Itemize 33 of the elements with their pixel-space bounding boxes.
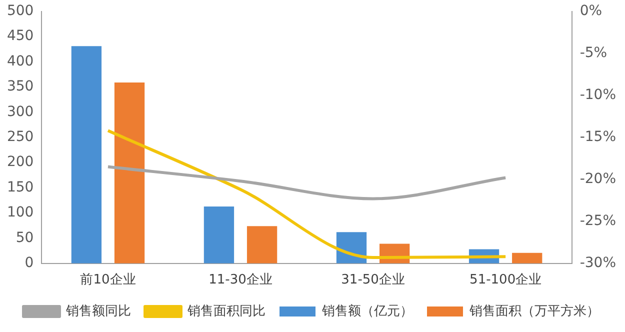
y-tick-label: 350 xyxy=(6,78,34,95)
y2-tick-label: -5% xyxy=(580,45,608,62)
x-tick-label: 前10企业 xyxy=(80,272,136,288)
legend-label: 销售面积（万平方米） xyxy=(468,302,600,319)
legend-label: 销售面积同比 xyxy=(186,304,266,319)
y-tick-label: 50 xyxy=(16,230,34,246)
y2-tick-label: -20% xyxy=(580,171,616,188)
y-tick-label: 0 xyxy=(24,255,34,272)
y2-tick-label: -15% xyxy=(580,129,616,146)
y2-tick-label: -30% xyxy=(580,255,616,272)
x-tick-label: 11-30企业 xyxy=(208,272,272,288)
legend-label: 销售额同比 xyxy=(65,304,131,319)
x-tick-label: 31-50企业 xyxy=(341,272,405,288)
y2-tick-label: 0% xyxy=(580,3,602,20)
y-tick-label: 250 xyxy=(6,129,34,146)
y2-tick-label: -25% xyxy=(580,213,616,230)
line-series xyxy=(106,165,508,200)
y-tick-label: 400 xyxy=(6,53,34,70)
bar xyxy=(71,46,102,264)
bar xyxy=(512,252,542,264)
bar xyxy=(204,206,234,264)
y-tick-label: 450 xyxy=(6,28,34,44)
y-tick-label: 100 xyxy=(6,204,34,221)
bar xyxy=(246,226,278,264)
y-tick-label: 200 xyxy=(6,154,34,170)
bar xyxy=(114,82,145,264)
y-tick-label: 300 xyxy=(6,104,34,120)
y-tick-label: 500 xyxy=(6,3,34,20)
y-tick-label: 150 xyxy=(6,179,34,196)
y2-tick-label: -10% xyxy=(580,87,616,104)
legend-label: 销售额（亿元） xyxy=(321,304,413,319)
x-tick-label: 51-100企业 xyxy=(470,272,542,288)
line-series xyxy=(106,129,508,260)
